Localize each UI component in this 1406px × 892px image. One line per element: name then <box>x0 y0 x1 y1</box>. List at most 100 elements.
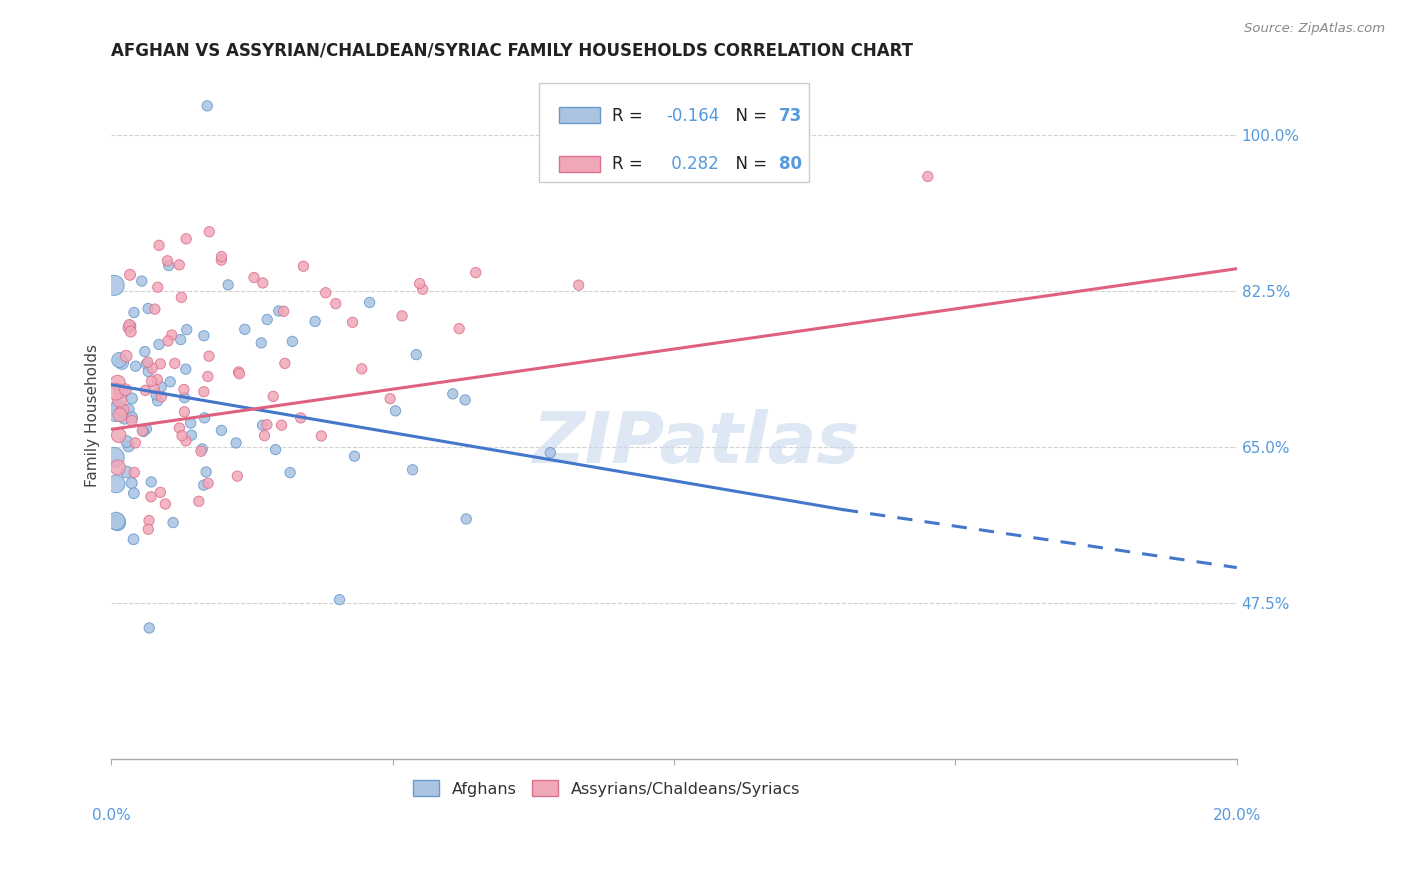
Point <box>103 278 125 293</box>
Point <box>180 428 202 442</box>
Point <box>156 253 179 268</box>
Point <box>412 282 434 296</box>
Point <box>136 301 159 316</box>
Point <box>173 405 195 419</box>
Text: Source: ZipAtlas.com: Source: ZipAtlas.com <box>1244 22 1385 36</box>
Point <box>384 404 406 418</box>
Point <box>225 436 247 450</box>
Point <box>136 355 159 369</box>
Point <box>228 365 250 379</box>
Point <box>193 410 215 425</box>
Point <box>170 290 193 304</box>
Point <box>378 392 401 406</box>
Text: 0.282: 0.282 <box>666 155 718 173</box>
Point <box>117 320 139 334</box>
Point <box>170 429 193 443</box>
Point <box>155 497 177 511</box>
Point <box>253 428 276 442</box>
Point <box>111 402 134 417</box>
Point <box>191 442 214 456</box>
Point <box>114 411 136 425</box>
Point <box>454 392 477 407</box>
Point <box>193 328 215 343</box>
Point <box>105 514 128 528</box>
Point <box>264 442 287 457</box>
FancyBboxPatch shape <box>538 83 808 182</box>
Point <box>139 490 162 504</box>
Bar <box>560 107 600 123</box>
Point <box>270 418 292 433</box>
Point <box>108 408 131 422</box>
Point <box>917 169 939 184</box>
Text: R =: R = <box>612 107 648 125</box>
Point <box>118 268 141 282</box>
Point <box>197 369 219 384</box>
Point <box>108 393 131 408</box>
Point <box>146 393 169 408</box>
Point <box>256 417 278 432</box>
Point <box>104 384 127 399</box>
Y-axis label: Family Households: Family Households <box>86 344 100 487</box>
Point <box>262 389 284 403</box>
Point <box>120 319 142 334</box>
Point <box>105 476 128 491</box>
Point <box>273 304 295 318</box>
Bar <box>560 156 600 172</box>
Point <box>174 232 197 246</box>
Point <box>103 450 125 465</box>
Point <box>117 439 139 453</box>
Point <box>108 353 131 368</box>
Point <box>115 465 138 479</box>
Point <box>104 405 127 419</box>
Text: -0.164: -0.164 <box>666 107 720 125</box>
Point <box>195 465 218 479</box>
Text: 20.0%: 20.0% <box>1212 808 1261 823</box>
Point <box>169 258 191 272</box>
Point <box>328 592 350 607</box>
Point <box>209 423 232 437</box>
Point <box>121 410 143 425</box>
Point <box>174 362 197 376</box>
Point <box>256 312 278 326</box>
Point <box>228 367 250 381</box>
Point <box>401 463 423 477</box>
Point <box>538 446 561 460</box>
Point <box>117 402 139 417</box>
Point <box>145 388 167 402</box>
Point <box>226 469 249 483</box>
Point <box>143 382 166 396</box>
Point <box>148 238 170 252</box>
Point <box>243 270 266 285</box>
Point <box>198 225 221 239</box>
Point <box>173 383 195 397</box>
Point <box>252 276 274 290</box>
Point <box>124 435 146 450</box>
Point <box>456 512 478 526</box>
Point <box>278 466 301 480</box>
Point <box>274 356 297 370</box>
Point <box>290 411 312 425</box>
Point <box>342 315 364 329</box>
Point <box>464 266 486 280</box>
Point <box>135 357 157 371</box>
Point <box>134 344 156 359</box>
Point <box>134 384 156 398</box>
Point <box>107 460 129 475</box>
Point <box>143 302 166 317</box>
Point <box>193 478 215 492</box>
Point <box>359 295 381 310</box>
Point <box>115 349 138 363</box>
Point <box>209 253 232 268</box>
Point <box>131 274 153 288</box>
Point <box>180 416 202 430</box>
Text: 80: 80 <box>779 155 801 173</box>
Point <box>159 375 181 389</box>
Point <box>122 305 145 319</box>
Point <box>149 357 172 371</box>
Point <box>135 422 157 436</box>
Point <box>160 328 183 343</box>
Point <box>110 384 132 399</box>
Point <box>157 334 180 348</box>
Point <box>176 323 198 337</box>
Legend: Afghans, Assyrians/Chaldeans/Syriacs: Afghans, Assyrians/Chaldeans/Syriacs <box>406 773 807 803</box>
